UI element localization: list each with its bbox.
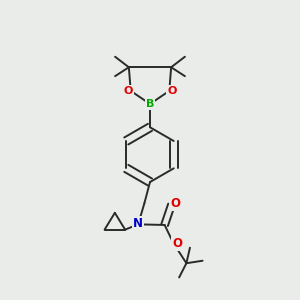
Text: O: O xyxy=(172,237,182,250)
Text: O: O xyxy=(167,86,176,96)
Text: O: O xyxy=(124,86,133,96)
Text: B: B xyxy=(146,99,154,109)
Text: O: O xyxy=(170,197,181,210)
Text: N: N xyxy=(133,217,143,230)
